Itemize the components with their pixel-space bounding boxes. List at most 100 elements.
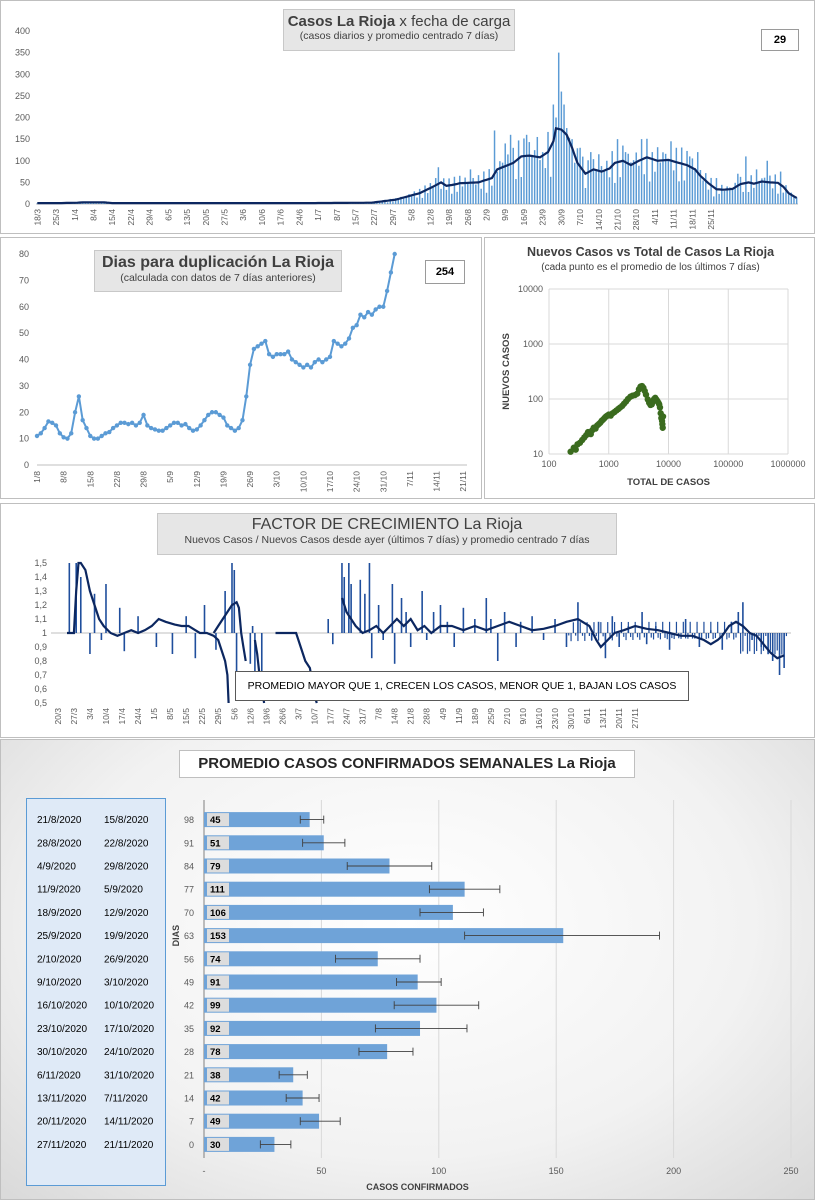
daily-bar [747, 192, 750, 204]
daily-bar [632, 160, 635, 204]
days-label: 7 [189, 1117, 194, 1127]
cases-badge: 29 [761, 29, 799, 51]
doubling-point [289, 357, 295, 362]
daily-bar [777, 193, 779, 204]
days-label: 0 [189, 1140, 194, 1150]
daily-bar [753, 187, 755, 204]
x-tick-label: 1/4 [70, 209, 80, 221]
daily-bar [528, 142, 531, 204]
doubling-point [327, 354, 333, 360]
week-start-date: 19/9/2020 [104, 931, 149, 942]
value-label: 99 [210, 1001, 221, 1012]
daily-bar [745, 156, 747, 204]
doubling-point [190, 428, 196, 433]
scatter-subtitle: (cada punto es el promedio de los último… [541, 262, 760, 273]
daily-bar [787, 194, 790, 204]
value-label-bg [207, 975, 229, 989]
x-tick-label: 23/10 [550, 708, 560, 730]
daily-bar [456, 191, 458, 204]
doubling-point [194, 427, 200, 432]
daily-bar [443, 178, 445, 204]
x-tick-label: 29/4 [145, 209, 155, 226]
daily-bar [392, 201, 394, 204]
y-tick-label: 1,3 [34, 586, 47, 596]
daily-bar [424, 185, 426, 204]
value-label: 91 [210, 978, 221, 989]
doubling-point [133, 423, 139, 428]
days-label: 35 [184, 1024, 194, 1034]
x-tick-label: - [203, 1166, 206, 1176]
week-start-date: 10/10/2020 [104, 1001, 154, 1012]
daily-bar [437, 167, 440, 204]
doubling-point [282, 352, 287, 357]
value-label-bg [207, 1137, 229, 1151]
x-tick-label: 11/9 [454, 708, 464, 724]
doubling-point [274, 352, 279, 357]
doubling-point [80, 417, 85, 423]
daily-bar [608, 177, 611, 204]
x-tick-label: 1000000 [770, 459, 805, 469]
x-tick-label: 10/4 [101, 708, 111, 725]
daily-bar [512, 147, 514, 204]
doubling-point [240, 417, 245, 423]
scatter-point [642, 391, 650, 398]
doubling-point [202, 417, 207, 423]
doubling-point [259, 341, 264, 346]
week-bar [204, 835, 324, 851]
doubling-point [339, 344, 344, 349]
x-axis-label: CASOS CONFIRMADOS [366, 1182, 469, 1192]
x-tick-label: 4/9 [438, 708, 448, 720]
doubling-point [206, 412, 211, 418]
doubling-point [156, 428, 161, 433]
doubling-point [46, 419, 51, 424]
avg-line [37, 126, 798, 205]
daily-bar [582, 156, 584, 204]
y-tick-label: 250 [15, 91, 30, 101]
week-bar [204, 951, 378, 967]
daily-bar [723, 190, 726, 204]
doubling-point [373, 307, 378, 312]
daily-bar [779, 171, 782, 204]
x-tick-label: 10/7 [309, 708, 319, 725]
daily-bar [448, 178, 450, 204]
doubling-point [95, 436, 101, 441]
avg-line [340, 597, 785, 660]
week-end-date: 6/11/2020 [37, 1070, 81, 1081]
daily-bar [729, 187, 731, 204]
week-end-date: 21/8/2020 [37, 815, 82, 826]
doubling-point [247, 362, 253, 367]
x-tick-label: 22/7 [369, 209, 379, 226]
daily-bar [761, 178, 763, 204]
y-tick-label: 20 [19, 407, 29, 417]
daily-bar [737, 173, 739, 204]
week-bar [204, 881, 465, 897]
scatter-point [659, 424, 666, 431]
daily-bar [515, 179, 517, 204]
doubling-point [365, 309, 371, 315]
daily-bar [381, 202, 383, 204]
daily-bar [705, 173, 707, 204]
days-label: 42 [184, 1001, 194, 1011]
daily-bar [418, 188, 421, 204]
daily-bar [400, 196, 402, 204]
daily-bar [624, 152, 627, 204]
doubling-point [114, 423, 120, 428]
x-tick-label: 26/6 [277, 708, 287, 725]
doubling-point [50, 420, 55, 425]
y-tick-label: 30 [19, 381, 29, 391]
daily-bar [563, 104, 565, 204]
daily-bar [659, 162, 662, 204]
doubling-point [331, 338, 337, 344]
doubling-point [129, 420, 135, 425]
week-end-date: 30/10/2020 [37, 1047, 87, 1058]
doubling-point [34, 433, 40, 439]
daily-bar [464, 177, 466, 204]
daily-bar [584, 187, 587, 204]
daily-bar [627, 153, 629, 204]
value-label: 74 [210, 954, 221, 965]
week-bar [204, 1044, 388, 1060]
x-tick-label: 5/8 [407, 209, 417, 221]
x-tick-label: 22/5 [197, 708, 207, 725]
daily-bar [691, 158, 694, 204]
value-label-bg [207, 905, 229, 919]
